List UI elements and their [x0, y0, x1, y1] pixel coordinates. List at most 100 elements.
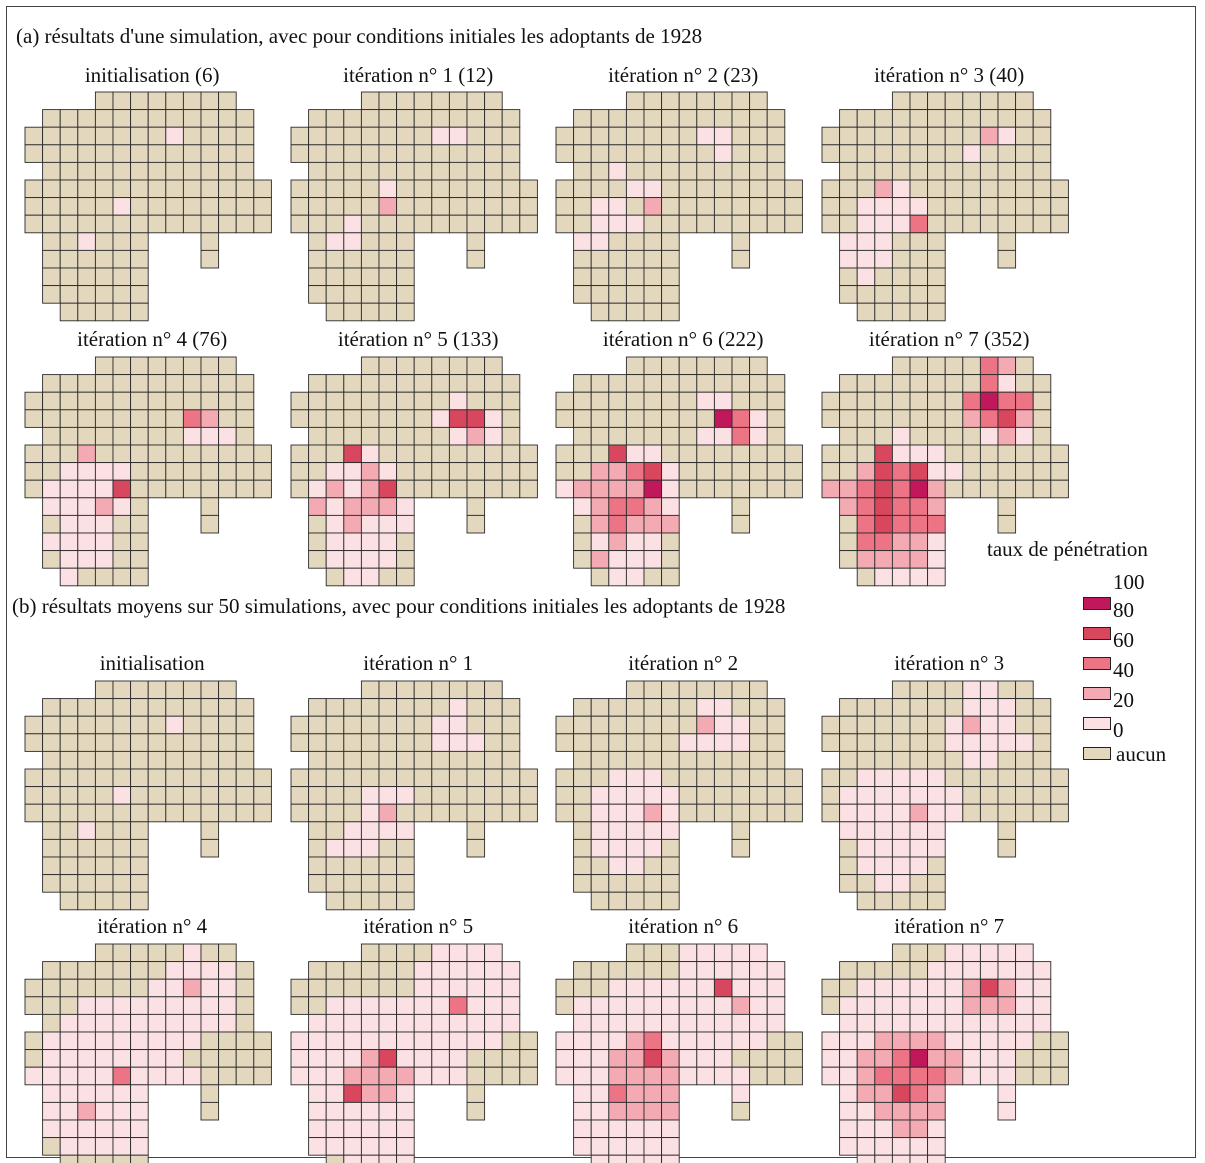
map-cell — [24, 144, 44, 163]
map-cell — [997, 961, 1017, 980]
map-cell — [448, 961, 468, 980]
map-cell — [874, 838, 893, 858]
map-cell — [962, 426, 981, 446]
map-cell — [909, 750, 929, 770]
map-cell — [661, 715, 680, 735]
map-cell — [696, 698, 715, 717]
map-cell — [713, 698, 733, 717]
map-cell — [165, 996, 184, 1015]
map-cell — [235, 978, 255, 998]
map-cell — [343, 249, 362, 269]
map-cell — [979, 768, 999, 788]
map-cell — [484, 996, 503, 1015]
map-cell — [1015, 1031, 1034, 1051]
map-cell — [997, 444, 1017, 464]
map-cell — [77, 444, 96, 464]
map-cell — [519, 214, 538, 234]
map-cell — [927, 698, 946, 717]
map-cell — [891, 891, 911, 911]
map-cell — [766, 1049, 786, 1068]
map-cell — [874, 1049, 893, 1068]
map-cell — [77, 267, 96, 287]
map-cell — [661, 996, 680, 1015]
map-cell — [573, 462, 592, 481]
map-cell — [94, 532, 114, 552]
map-cell — [997, 768, 1017, 788]
map-cell — [448, 750, 468, 770]
map-cell — [555, 462, 575, 481]
map-cell — [396, 532, 415, 552]
map-cell — [94, 1137, 114, 1156]
map-cell — [147, 996, 167, 1015]
map-cell — [165, 698, 184, 717]
map-cell — [731, 214, 751, 234]
map-cell — [909, 444, 929, 464]
map-cell — [42, 1049, 61, 1068]
map-cell — [713, 426, 733, 446]
map-cell — [678, 698, 698, 717]
map-cell — [218, 768, 237, 788]
map-cell — [891, 1013, 911, 1033]
legend-swatch — [1083, 687, 1111, 700]
map-cell — [484, 126, 503, 146]
map-cell — [378, 1066, 398, 1086]
map-cell — [661, 197, 680, 216]
map-cell — [997, 391, 1017, 411]
map-cell — [42, 838, 61, 858]
map-cell — [856, 856, 876, 876]
map-cell — [112, 374, 132, 393]
map-cell — [909, 733, 929, 752]
map-cell — [643, 1013, 663, 1033]
map-cell — [891, 374, 911, 393]
map-cell — [165, 179, 184, 199]
map-cell — [661, 391, 680, 411]
map-cell — [909, 109, 929, 128]
map-cell — [94, 462, 114, 481]
map-cell — [112, 109, 132, 128]
map-cell — [874, 197, 893, 216]
map-cell — [821, 179, 841, 199]
map-cell — [343, 1119, 362, 1139]
map-cell — [94, 479, 114, 499]
map-cell — [625, 444, 645, 464]
map-cell — [519, 768, 538, 788]
map-cell — [42, 1119, 61, 1139]
map-cell — [1032, 786, 1052, 805]
map-cell — [42, 550, 61, 569]
map-cell — [1015, 996, 1034, 1015]
panel-title-0-3: itération n° 3 (40) — [874, 63, 1025, 87]
map-cell — [360, 874, 380, 893]
map-cell — [165, 356, 184, 376]
map-cell — [200, 996, 220, 1015]
map-cell — [343, 532, 362, 552]
map-cell — [112, 391, 132, 411]
map-cell — [290, 126, 310, 146]
map-cell — [891, 126, 911, 146]
map-cell — [731, 444, 751, 464]
map-cell — [713, 715, 733, 735]
map-cell — [130, 821, 149, 840]
map-cell — [77, 786, 96, 805]
map-cell — [448, 978, 468, 998]
map-cell — [343, 750, 362, 770]
panel-title-1-0: itération n° 4 (76) — [77, 327, 228, 351]
map-cell — [325, 1137, 345, 1156]
map-cell — [821, 409, 841, 428]
map-cell — [343, 462, 362, 481]
map-cell — [130, 856, 149, 876]
map-cell — [42, 768, 61, 788]
map-cell — [24, 462, 44, 481]
map-cell — [77, 232, 96, 251]
map-cell — [891, 479, 911, 499]
map-cell — [182, 356, 202, 376]
map-cell — [909, 856, 929, 876]
map-cell — [343, 374, 362, 393]
map-cell — [643, 1137, 663, 1156]
map-cell — [927, 733, 946, 752]
map-cell — [874, 768, 893, 788]
map-cell — [874, 126, 893, 146]
map-cell — [308, 1119, 327, 1139]
map-cell — [378, 1031, 398, 1051]
map-cell — [24, 197, 44, 216]
map-cell — [962, 1031, 981, 1051]
